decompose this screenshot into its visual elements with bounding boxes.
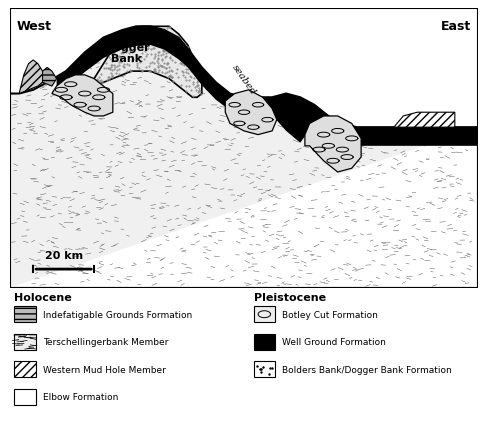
Text: Well Ground Formation: Well Ground Formation [282,338,386,347]
Text: 20 km: 20 km [44,250,82,260]
Bar [15,307,36,322]
Polygon shape [305,117,361,172]
Polygon shape [42,68,57,87]
Text: Bolders Bank/Dogger Bank Formation: Bolders Bank/Dogger Bank Formation [282,365,452,374]
Text: seabed: seabed [230,63,258,96]
Bar [254,334,275,350]
Bar [15,389,36,405]
Text: Pleistocene: Pleistocene [254,293,325,303]
Text: Terschellingerbank Member: Terschellingerbank Member [43,338,168,347]
Polygon shape [10,9,478,128]
Bar [15,362,36,378]
Text: Indefatigable Grounds Formation: Indefatigable Grounds Formation [43,310,192,319]
Text: East: East [441,20,471,33]
Polygon shape [225,91,277,135]
Polygon shape [52,76,113,117]
Text: Elbow Formation: Elbow Formation [43,393,119,402]
Bar [15,334,36,350]
Polygon shape [394,113,455,128]
Text: Holocene: Holocene [15,293,72,303]
Text: Dogger
Bank: Dogger Bank [104,43,150,64]
Text: Botley Cut Formation: Botley Cut Formation [282,310,378,319]
Text: West: West [17,20,52,33]
Bar [254,307,275,322]
Polygon shape [10,27,478,288]
Text: Western Mud Hole Member: Western Mud Hole Member [43,365,166,374]
Polygon shape [75,27,202,98]
Polygon shape [57,27,478,147]
Bar [254,362,275,378]
Polygon shape [19,61,42,94]
